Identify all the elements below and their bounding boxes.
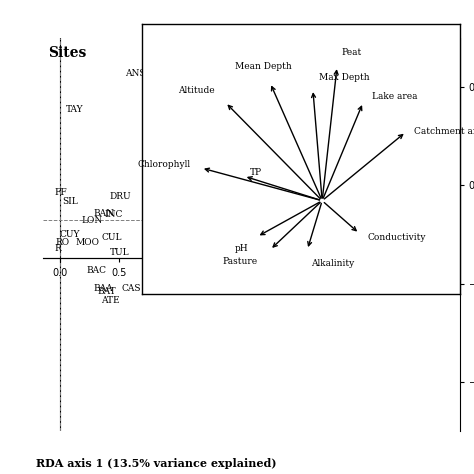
Text: R: R (55, 245, 61, 254)
Text: DAPLOG: DAPLOG (351, 216, 391, 225)
Text: BEA: BEA (160, 141, 180, 150)
Text: MOA: MOA (145, 185, 168, 194)
Text: TUL: TUL (109, 248, 129, 257)
Text: CAS: CAS (121, 284, 141, 293)
Text: CUL: CUL (101, 233, 122, 242)
Text: Max Depth: Max Depth (319, 73, 370, 82)
Text: DAPPUG: DAPPUG (345, 230, 385, 239)
Text: BAT: BAT (98, 287, 117, 296)
Text: ANS: ANS (125, 69, 145, 78)
Text: TAY: TAY (66, 105, 84, 114)
Text: Peat: Peat (341, 48, 362, 57)
Text: LEYLE: LEYLE (311, 255, 343, 264)
Text: KIL: KIL (177, 248, 194, 257)
Text: CUY: CUY (59, 230, 80, 239)
Text: FF: FF (55, 188, 67, 197)
Text: LON: LON (82, 216, 102, 225)
Text: INC: INC (105, 210, 123, 219)
Text: DRU: DRU (109, 192, 131, 201)
Text: RO: RO (55, 238, 70, 247)
Text: Catchment area: Catchment area (414, 128, 474, 137)
Text: Sites: Sites (48, 46, 87, 60)
Text: Pasture: Pasture (222, 257, 257, 266)
Text: TP: TP (250, 168, 263, 177)
Text: BOS: BOS (288, 177, 308, 186)
Text: BAN: BAN (93, 209, 114, 218)
Text: ATE: ATE (101, 296, 120, 305)
Text: pH: pH (235, 244, 248, 253)
Text: Lake area: Lake area (372, 92, 417, 101)
Text: BAC: BAC (86, 266, 106, 275)
Text: Chlorophyll: Chlorophyll (137, 160, 191, 169)
Text: BAA: BAA (93, 284, 113, 293)
Text: RDA axis 1 (13.5% variance explained): RDA axis 1 (13.5% variance explained) (36, 458, 277, 469)
Text: MOO: MOO (75, 238, 100, 247)
Text: Altitude: Altitude (178, 86, 215, 95)
Text: Conductivity: Conductivity (368, 233, 427, 242)
Text: Alkalinity: Alkalinity (311, 259, 355, 268)
Text: SIL: SIL (63, 197, 78, 206)
Text: Mean Depth: Mean Depth (235, 63, 292, 72)
Text: OXYTE: OXYTE (315, 264, 347, 273)
Text: MUC: MUC (156, 206, 180, 215)
